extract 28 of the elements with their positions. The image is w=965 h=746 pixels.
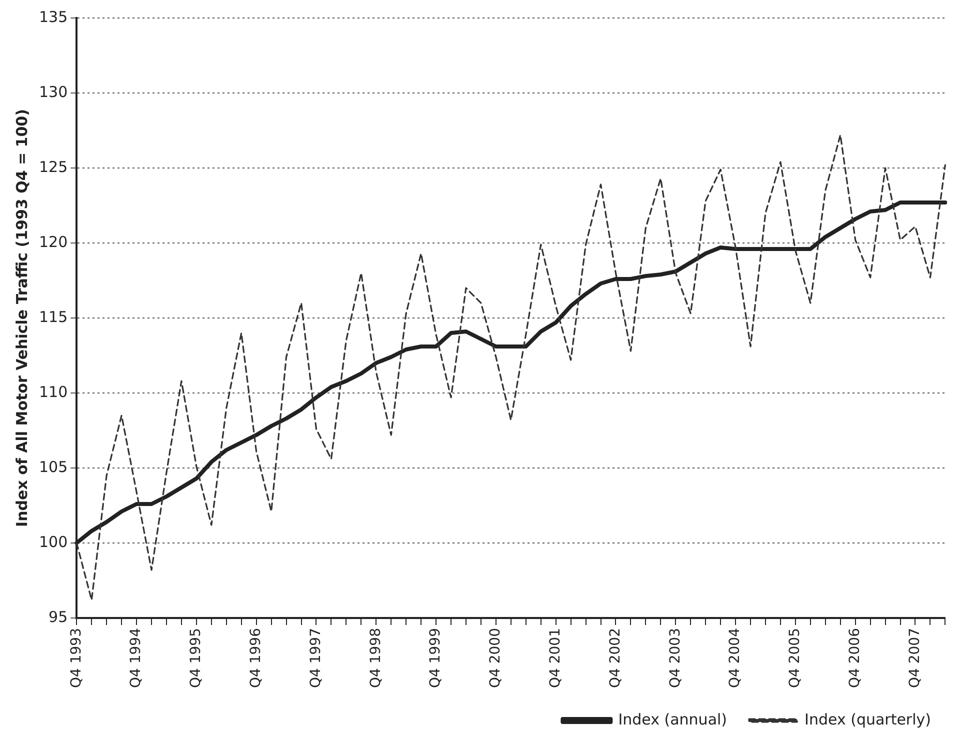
x-tick-label: Q4 2002 [607, 628, 624, 688]
x-tick-label: Q4 2007 [906, 628, 923, 688]
x-tick-label: Q4 2003 [667, 628, 684, 688]
y-tick-label: 100 [38, 532, 68, 551]
y-tick-label: 130 [38, 82, 68, 101]
y-tick-label: 135 [38, 8, 68, 26]
y-tick-label: 95 [48, 608, 68, 626]
x-tick-label: Q4 1994 [128, 628, 144, 688]
y-tick-label: 105 [38, 458, 68, 476]
x-tick-label: Q4 2004 [727, 628, 744, 688]
x-tick-label: Q4 2006 [846, 628, 863, 688]
x-tick-label: Q4 1995 [188, 628, 204, 688]
x-tick-label: Q4 1996 [248, 628, 264, 688]
y-axis-title: Index of All Motor Vehicle Traffic (1993 Q4 = 100) [12, 109, 31, 527]
legend-label: Index (quarterly) [804, 710, 932, 728]
x-tick-label: Q4 2000 [488, 628, 504, 688]
x-tick-label: Q4 2005 [787, 628, 804, 688]
x-tick-label: Q4 1993 [68, 628, 84, 688]
line-series [76, 134, 946, 601]
x-tick-label: Q4 1999 [428, 628, 444, 688]
y-tick-label: 115 [38, 308, 68, 326]
x-tick-label: Q4 2001 [547, 628, 564, 688]
y-tick-label: 110 [38, 382, 68, 401]
legend-label: Index (annual) [618, 710, 728, 728]
x-tick-label: Q4 1997 [308, 628, 324, 688]
x-tick-label: Q4 1998 [368, 628, 384, 688]
y-tick-label: 125 [38, 158, 68, 176]
y-tick-label: 120 [38, 232, 68, 251]
